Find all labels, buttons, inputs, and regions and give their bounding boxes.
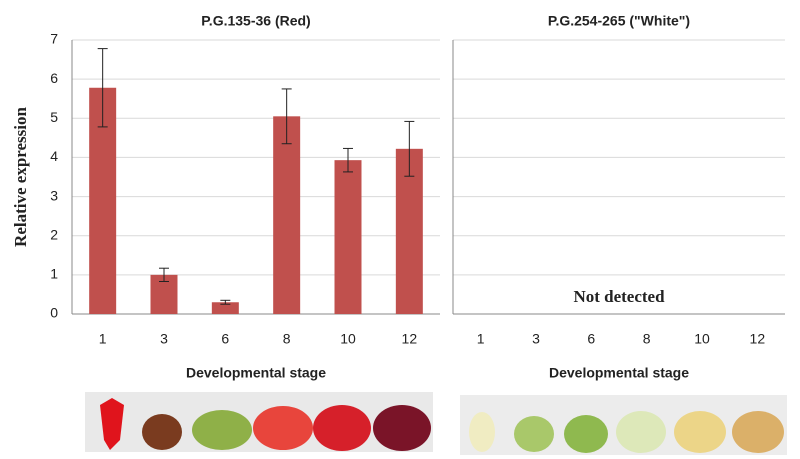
fruit — [373, 405, 431, 451]
x-tick-label: 8 — [283, 331, 291, 347]
bar — [273, 116, 301, 314]
fruit — [564, 415, 608, 453]
annotation: Not detected — [573, 287, 665, 306]
fruit — [142, 414, 182, 450]
x-tick-label: 12 — [402, 331, 418, 347]
bar — [334, 160, 362, 314]
fruit — [674, 411, 726, 453]
y-tick-label: 3 — [50, 187, 58, 203]
y-tick-label: 4 — [50, 148, 58, 164]
fruit — [100, 398, 124, 450]
fruit-photos — [85, 392, 787, 455]
y-tick-label: 0 — [50, 305, 58, 321]
x-tick-label: 1 — [99, 331, 107, 347]
x-axis-label: Developmental stage — [186, 365, 326, 381]
chart-title: P.G.254-265 ("White") — [548, 13, 690, 29]
y-axis-label: Relative expression — [11, 106, 30, 246]
x-tick-label: 3 — [532, 331, 540, 347]
x-tick-label: 6 — [587, 331, 595, 347]
x-tick-label: 6 — [221, 331, 229, 347]
fruit — [313, 405, 371, 451]
y-tick-label: 6 — [50, 70, 58, 86]
fruit — [514, 416, 554, 452]
y-tick-label: 7 — [50, 31, 58, 47]
y-tick-label: 5 — [50, 109, 58, 125]
bar — [211, 302, 239, 314]
fruit — [469, 412, 495, 452]
x-tick-label: 8 — [643, 331, 651, 347]
x-tick-label: 10 — [694, 331, 710, 347]
x-tick-label: 10 — [340, 331, 356, 347]
y-tick-label: 2 — [50, 226, 58, 242]
x-tick-label: 12 — [750, 331, 766, 347]
fruit — [253, 406, 313, 450]
fruit — [616, 411, 666, 453]
y-tick-label: 1 — [50, 266, 58, 282]
x-axis-label: Developmental stage — [549, 365, 689, 381]
fruit — [192, 410, 252, 450]
fruit — [732, 411, 784, 453]
chart-title: P.G.135-36 (Red) — [201, 13, 310, 29]
x-tick-label: 1 — [477, 331, 485, 347]
x-tick-label: 3 — [160, 331, 168, 347]
